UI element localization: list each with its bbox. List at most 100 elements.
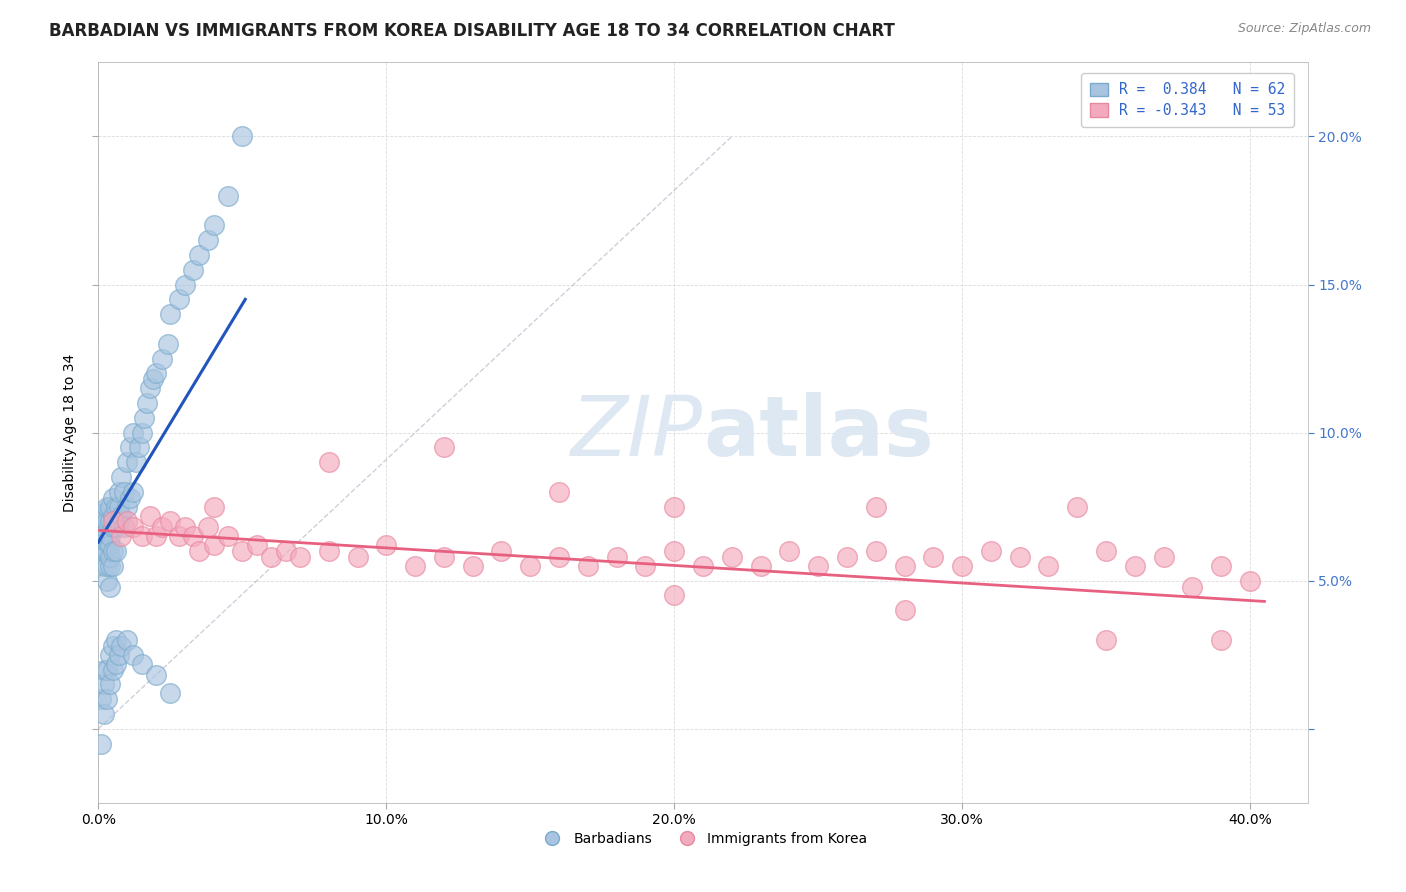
Text: BARBADIAN VS IMMIGRANTS FROM KOREA DISABILITY AGE 18 TO 34 CORRELATION CHART: BARBADIAN VS IMMIGRANTS FROM KOREA DISAB… xyxy=(49,22,896,40)
Point xyxy=(96,535,118,549)
Point xyxy=(112,484,135,499)
Point xyxy=(197,520,219,534)
Point xyxy=(159,307,181,321)
Point xyxy=(110,508,132,523)
Point xyxy=(96,574,118,588)
Point xyxy=(246,538,269,552)
Point xyxy=(749,558,772,573)
Point xyxy=(104,632,127,647)
Point xyxy=(90,737,112,751)
Point xyxy=(122,520,145,534)
Point xyxy=(139,508,162,523)
Point xyxy=(217,188,239,202)
Point xyxy=(136,396,159,410)
Point xyxy=(217,529,239,543)
Point xyxy=(548,484,571,499)
Point xyxy=(107,515,129,529)
Point xyxy=(96,524,118,538)
Point xyxy=(101,544,124,558)
Point xyxy=(93,558,115,573)
Point xyxy=(274,544,297,558)
Point xyxy=(318,455,340,469)
Point xyxy=(1038,558,1060,573)
Point xyxy=(1153,549,1175,564)
Point xyxy=(93,515,115,529)
Point xyxy=(107,648,129,662)
Point xyxy=(93,529,115,543)
Text: ZIP: ZIP xyxy=(571,392,703,473)
Point xyxy=(104,520,127,534)
Point xyxy=(96,500,118,514)
Point xyxy=(107,484,129,499)
Point xyxy=(98,677,121,691)
Point xyxy=(98,648,121,662)
Point xyxy=(807,558,830,573)
Point xyxy=(1211,558,1233,573)
Point xyxy=(159,515,181,529)
Point xyxy=(778,544,800,558)
Point xyxy=(104,544,127,558)
Point xyxy=(260,549,283,564)
Point xyxy=(202,219,225,233)
Point xyxy=(150,520,173,534)
Point xyxy=(98,529,121,543)
Point xyxy=(664,589,686,603)
Point xyxy=(202,538,225,552)
Point xyxy=(202,500,225,514)
Point xyxy=(433,441,456,455)
Point xyxy=(188,544,211,558)
Point xyxy=(90,544,112,558)
Legend: Barbadians, Immigrants from Korea: Barbadians, Immigrants from Korea xyxy=(533,826,873,851)
Point xyxy=(375,538,398,552)
Point xyxy=(156,336,179,351)
Point xyxy=(131,425,153,440)
Point xyxy=(90,520,112,534)
Point xyxy=(98,558,121,573)
Point xyxy=(167,529,190,543)
Point xyxy=(183,262,205,277)
Point xyxy=(104,657,127,671)
Point xyxy=(197,233,219,247)
Point xyxy=(93,506,115,520)
Text: atlas: atlas xyxy=(703,392,934,473)
Point xyxy=(125,455,148,469)
Point xyxy=(188,248,211,262)
Point xyxy=(231,129,253,144)
Point xyxy=(664,500,686,514)
Point xyxy=(115,500,138,514)
Text: Source: ZipAtlas.com: Source: ZipAtlas.com xyxy=(1237,22,1371,36)
Point xyxy=(96,692,118,706)
Point xyxy=(98,580,121,594)
Point xyxy=(115,515,138,529)
Point xyxy=(173,520,195,534)
Point xyxy=(134,410,156,425)
Point xyxy=(90,692,112,706)
Point xyxy=(96,663,118,677)
Point xyxy=(173,277,195,292)
Point xyxy=(142,372,165,386)
Point xyxy=(101,491,124,505)
Point xyxy=(104,500,127,514)
Point xyxy=(112,520,135,534)
Point xyxy=(692,558,714,573)
Y-axis label: Disability Age 18 to 34: Disability Age 18 to 34 xyxy=(63,353,77,512)
Point xyxy=(1066,500,1088,514)
Point xyxy=(893,603,915,617)
Point xyxy=(98,500,121,514)
Point xyxy=(1123,558,1146,573)
Point xyxy=(865,544,887,558)
Point xyxy=(93,677,115,691)
Point xyxy=(634,558,657,573)
Point xyxy=(346,549,368,564)
Point xyxy=(107,500,129,514)
Point xyxy=(519,558,541,573)
Point xyxy=(96,558,118,573)
Point xyxy=(110,639,132,653)
Point xyxy=(664,544,686,558)
Point xyxy=(576,558,599,573)
Point xyxy=(167,293,190,307)
Point xyxy=(96,544,118,558)
Point xyxy=(922,549,945,564)
Point xyxy=(93,706,115,721)
Point xyxy=(980,544,1002,558)
